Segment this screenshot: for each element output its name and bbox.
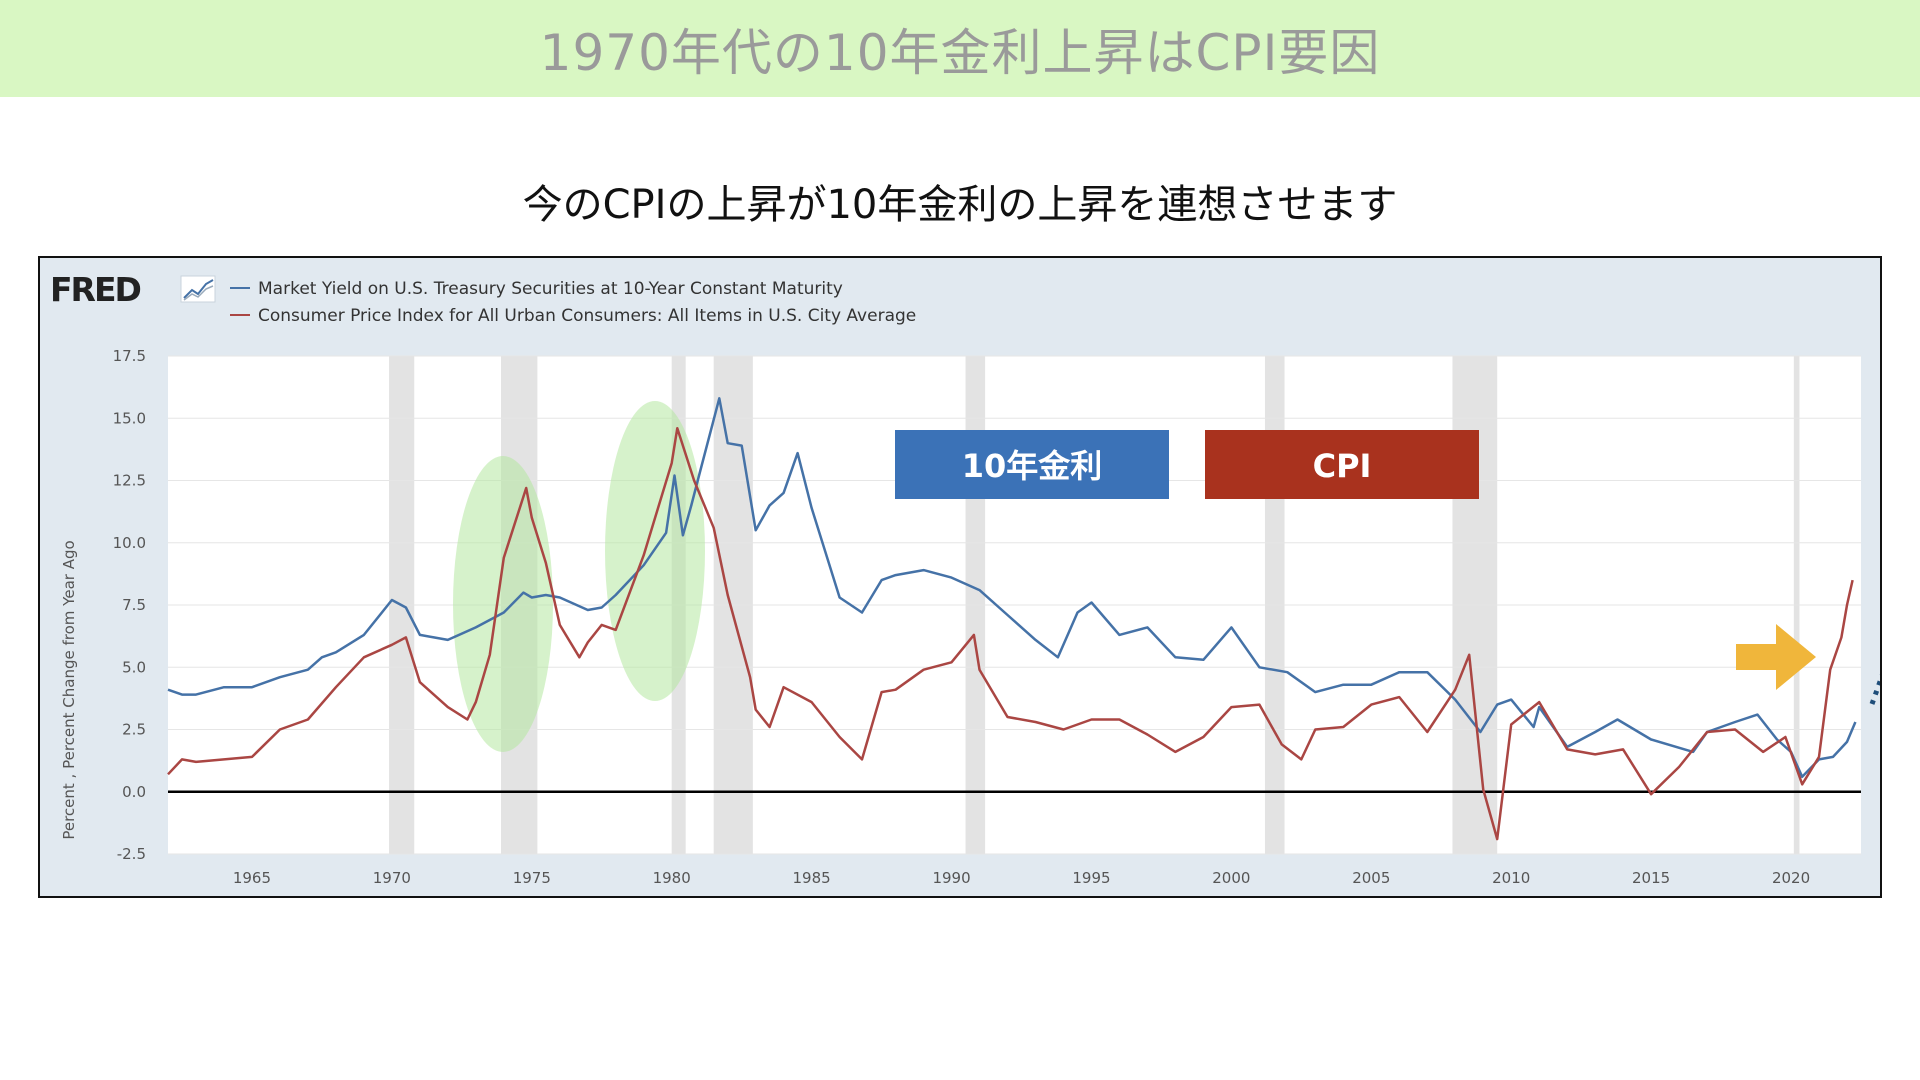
y-tick-label: 12.5 xyxy=(113,472,146,490)
page-subtitle: 今のCPIの上昇が10年金利の上昇を連想させます xyxy=(522,182,1398,228)
title-banner: 1970年代の10年金利上昇はCPI要因 xyxy=(0,0,1920,97)
series-line-cpi xyxy=(167,426,1854,841)
y-tick-labels: 17.5 15.0 12.5 10.0 7.5 5.0 2.5 0.0 -2.5 xyxy=(113,347,146,863)
x-tick-labels: 1965 1970 1975 1980 1985 1990 1995 2000 2005 2010… xyxy=(233,869,1810,887)
x-tick-label: 2015 xyxy=(1632,869,1670,887)
series-lines xyxy=(167,397,1857,841)
x-tick-label: 1970 xyxy=(373,869,411,887)
y-tick-label: 2.5 xyxy=(122,721,146,739)
y-tick-label: 10.0 xyxy=(113,534,146,552)
label-box-10y-bg xyxy=(895,430,1169,499)
y-tick-label: -2.5 xyxy=(117,845,146,863)
x-tick-label: 1980 xyxy=(653,869,691,887)
y-axis-title: Percent , Percent Change from Year Ago xyxy=(60,540,78,839)
y-tick-label: 5.0 xyxy=(122,658,146,676)
label-box-10y-text: 10年金利 xyxy=(962,447,1103,485)
legend-label-10y: Market Yield on U.S. Treasury Securities… xyxy=(258,279,843,299)
gridlines xyxy=(168,355,1861,855)
legend-label-cpi: Consumer Price Index for All Urban Consu… xyxy=(258,306,916,326)
dotted-up-arrow-icon xyxy=(1869,674,1880,705)
x-tick-label: 2020 xyxy=(1772,869,1810,887)
series-line-10y-yield xyxy=(167,397,1857,779)
label-box-cpi-bg xyxy=(1205,430,1479,499)
x-tick-label: 1985 xyxy=(793,869,831,887)
yellow-arrow-icon xyxy=(1736,624,1816,690)
y-tick-label: 7.5 xyxy=(122,596,146,614)
y-tick-label: 15.0 xyxy=(113,409,146,427)
x-tick-label: 2005 xyxy=(1352,869,1390,887)
y-tick-label: 17.5 xyxy=(113,347,146,365)
y-tick-label: 0.0 xyxy=(122,783,146,801)
fred-logo: FRED xyxy=(50,270,140,309)
label-box-cpi-text: CPI xyxy=(1313,447,1372,485)
fred-chart: FRED Market Yield on U.S. Treasury Secur… xyxy=(50,270,1880,887)
page-title: 1970年代の10年金利上昇はCPI要因 xyxy=(539,23,1381,82)
chart-frame: FRED Market Yield on U.S. Treasury Secur… xyxy=(38,256,1882,898)
x-tick-label: 1975 xyxy=(513,869,551,887)
x-tick-label: 1995 xyxy=(1072,869,1110,887)
x-tick-label: 2000 xyxy=(1212,869,1250,887)
label-box-10y: 10年金利 xyxy=(895,430,1169,499)
x-tick-label: 1965 xyxy=(233,869,271,887)
chart-legend: Market Yield on U.S. Treasury Securities… xyxy=(230,279,916,326)
fred-logo-chart-icon xyxy=(180,275,216,303)
highlight-ellipse-1974 xyxy=(453,456,553,752)
label-box-cpi: CPI xyxy=(1205,430,1479,499)
x-tick-label: 1990 xyxy=(932,869,970,887)
x-tick-label: 2010 xyxy=(1492,869,1530,887)
